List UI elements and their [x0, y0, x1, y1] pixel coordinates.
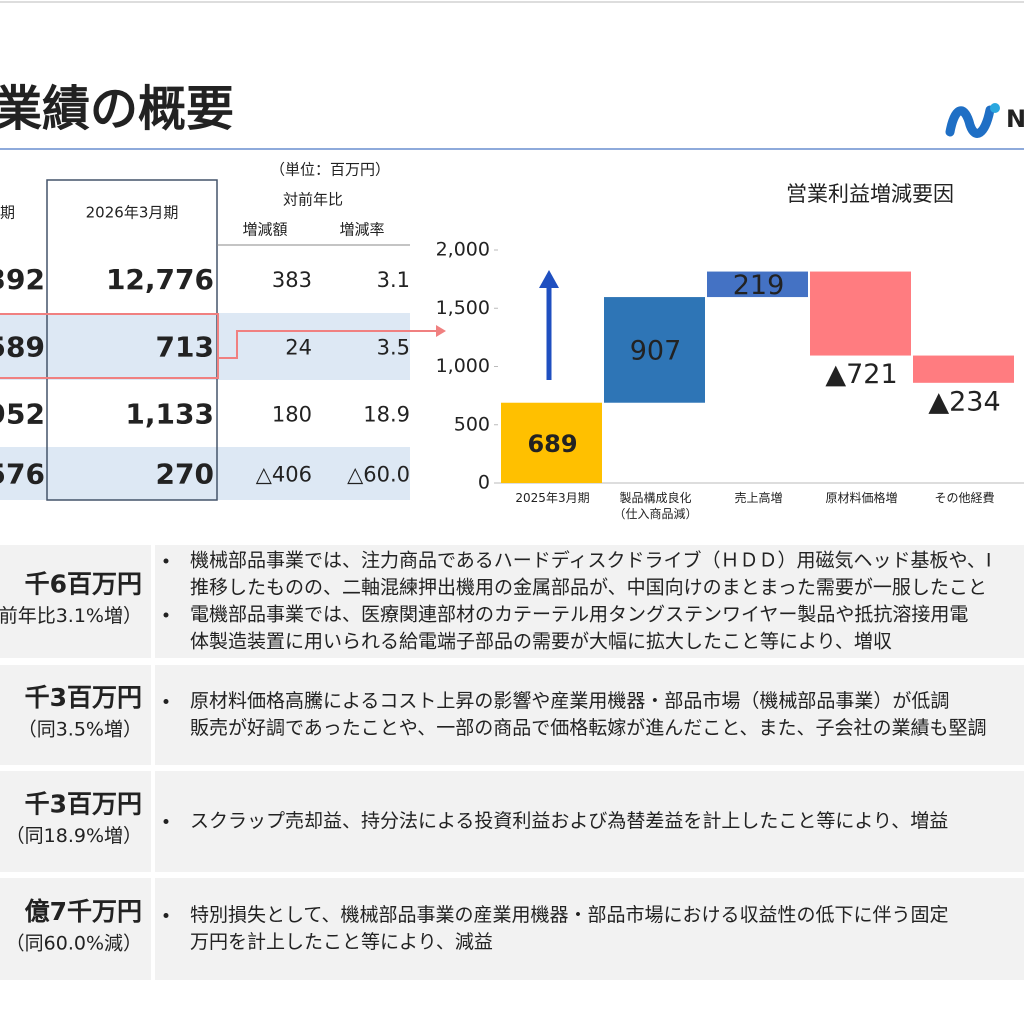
- connector: [218, 330, 438, 359]
- change: 前年比3.1%増）: [0, 605, 142, 627]
- amount: 千3百万円: [25, 790, 142, 819]
- connector-arrow: [436, 325, 446, 337]
- cell: 24: [285, 336, 312, 360]
- cell: 3.1: [377, 268, 410, 292]
- cell: 589: [0, 331, 45, 364]
- y-tick-label: 2,000: [436, 239, 490, 261]
- text-cell: [155, 545, 1024, 658]
- bar: [810, 271, 911, 356]
- amount: 億7千万円: [25, 897, 142, 926]
- cell: 12,776: [106, 263, 214, 296]
- y-tick-label: 1,500: [436, 297, 490, 319]
- bar: [501, 402, 602, 483]
- bullet-text: 万円を計上したこと等により、減益: [190, 931, 493, 953]
- label-cell: [0, 545, 151, 658]
- column-header: 対前年比: [283, 191, 343, 209]
- bar: [707, 271, 808, 298]
- bullet-text: スクラップ売却益、持分法による投資利益および為替差益を計上したこと等により、増益: [190, 810, 948, 832]
- label-cell: [0, 771, 151, 872]
- page-title: 業績の概要: [0, 81, 234, 137]
- column-header: 増減額: [242, 221, 287, 239]
- bullet-text: 機械部品事業では、注力商品であるハードディスクドライブ（ＨＤＤ）用磁気ヘッド基板…: [190, 549, 992, 572]
- cell: 3.5: [377, 336, 410, 360]
- y-tick-label: 1,000: [436, 355, 490, 377]
- label-cell: [0, 665, 151, 765]
- cell: 270: [156, 458, 214, 491]
- cell: 392: [0, 263, 45, 296]
- cell: 18.9: [363, 403, 410, 427]
- bullet: [163, 558, 169, 564]
- column-header: 増減率: [339, 221, 384, 239]
- amount: 千6百万円: [25, 570, 142, 599]
- value-label: ▲234: [928, 386, 1000, 417]
- bullet-text: 体製造装置に用いられる給電端子部品の需要が大幅に拡大したこと等により、増収: [190, 631, 892, 653]
- waterfall-chart: 営業利益増減要因 0 500 1,000 1,500 2,000 689 2025年3月期 90…: [436, 182, 1024, 521]
- label-cell: [0, 878, 151, 980]
- bullet-text: 推移したものの、二軸混練押出機用の金属部品が、中国向けのまとまった需要が一服した…: [190, 577, 987, 599]
- x-tick-label: 製品構成良化（仕入商品減）: [613, 490, 697, 521]
- change: （同3.5%増）: [18, 719, 142, 741]
- text-cell: [155, 665, 1024, 765]
- bar: [604, 297, 705, 403]
- value-label: 219: [733, 270, 785, 301]
- bullet: [163, 819, 169, 824]
- cell: △406: [256, 463, 312, 487]
- logo-text: N: [1006, 105, 1024, 133]
- value-label: 907: [630, 335, 682, 366]
- cell: 383: [272, 268, 312, 292]
- cell: 576: [0, 458, 45, 491]
- text-cell: [155, 771, 1024, 872]
- cell: 952: [0, 398, 45, 431]
- logo-mark: [945, 105, 995, 138]
- highlight-box: [0, 313, 219, 379]
- bullet-text: 原材料価格高騰によるコスト上昇の影響や産業用機器・部品市場（機械部品事業）が低調: [190, 690, 949, 712]
- bullet-text: 電機部品事業では、医療関連部材のカテーテル用タングステンワイヤー製品や抵抗溶接用…: [190, 604, 968, 626]
- chart-title: 営業利益増減要因: [786, 182, 954, 206]
- cell: 713: [156, 331, 214, 364]
- bullet: [163, 699, 169, 704]
- cell: 1,133: [125, 398, 214, 431]
- y-tick-label: 0: [478, 472, 490, 494]
- row-band: [0, 313, 410, 380]
- x-tick-label: 原材料価格増: [825, 490, 897, 505]
- value-label: 689: [527, 430, 577, 458]
- bar: [913, 355, 1014, 383]
- bullet-text: 特別損失として、機械部品事業の産業用機器・部品市場における収益性の低下に伴う固定: [190, 904, 948, 926]
- row-band: [0, 447, 410, 500]
- x-tick-label: 売上高増: [734, 490, 782, 505]
- bullet: [163, 612, 169, 618]
- cell: △60.0: [347, 463, 410, 487]
- text-cell: [155, 878, 1024, 980]
- unit-note: （単位：百万円）: [270, 161, 390, 179]
- cell: 180: [272, 403, 312, 427]
- column-header: 期: [0, 204, 15, 222]
- logo-dot: [990, 103, 1000, 113]
- y-tick-label: 500: [454, 413, 490, 435]
- amount: 千3百万円: [25, 683, 142, 712]
- change: （同18.9%増）: [6, 825, 142, 847]
- x-tick-label: その他経費: [934, 490, 994, 505]
- bullet-text: 販売が好調であったことや、一部の商品で価格転嫁が進んだこと、また、子会社の業績も…: [190, 717, 986, 739]
- column-header: 2026年3月期: [86, 204, 179, 222]
- change: （同60.0%減）: [6, 933, 142, 955]
- value-label: ▲721: [825, 359, 897, 390]
- arrow-head: [539, 270, 559, 288]
- bullet: [163, 913, 169, 918]
- x-tick-label: 2025年3月期: [515, 491, 589, 505]
